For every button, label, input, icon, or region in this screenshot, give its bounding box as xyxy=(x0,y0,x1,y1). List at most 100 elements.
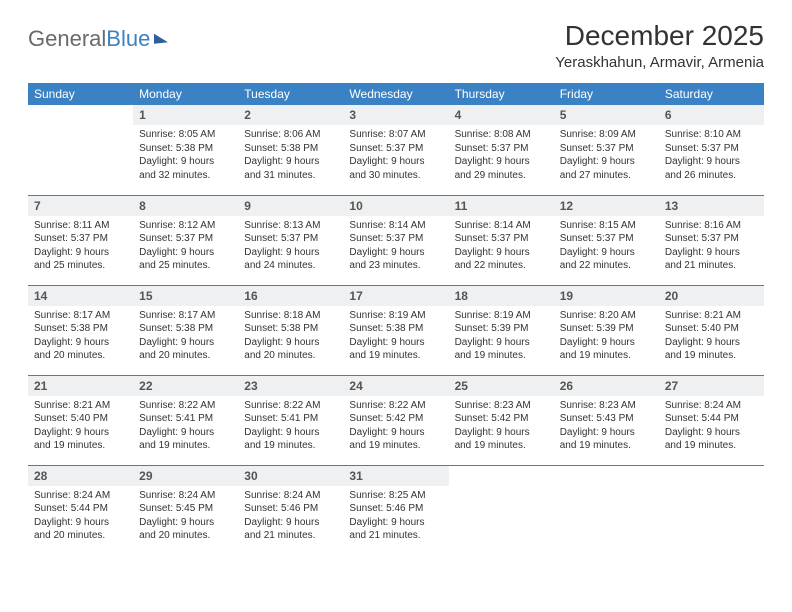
calendar-week-row: 1Sunrise: 8:05 AMSunset: 5:38 PMDaylight… xyxy=(28,105,764,195)
day-details: Sunrise: 8:16 AMSunset: 5:37 PMDaylight:… xyxy=(659,216,764,279)
day-number: 17 xyxy=(343,286,448,306)
day-details: Sunrise: 8:21 AMSunset: 5:40 PMDaylight:… xyxy=(28,396,133,459)
day-details: Sunrise: 8:22 AMSunset: 5:41 PMDaylight:… xyxy=(133,396,238,459)
calendar-cell: 28Sunrise: 8:24 AMSunset: 5:44 PMDayligh… xyxy=(28,465,133,555)
day-number: 19 xyxy=(554,286,659,306)
calendar-cell: 12Sunrise: 8:15 AMSunset: 5:37 PMDayligh… xyxy=(554,195,659,285)
calendar-cell: 13Sunrise: 8:16 AMSunset: 5:37 PMDayligh… xyxy=(659,195,764,285)
day-details: Sunrise: 8:13 AMSunset: 5:37 PMDaylight:… xyxy=(238,216,343,279)
day-number: 6 xyxy=(659,105,764,125)
day-number: 16 xyxy=(238,286,343,306)
day-details: Sunrise: 8:05 AMSunset: 5:38 PMDaylight:… xyxy=(133,125,238,188)
day-number: 30 xyxy=(238,466,343,486)
calendar-cell: 19Sunrise: 8:20 AMSunset: 5:39 PMDayligh… xyxy=(554,285,659,375)
calendar-cell: 26Sunrise: 8:23 AMSunset: 5:43 PMDayligh… xyxy=(554,375,659,465)
day-number: 9 xyxy=(238,196,343,216)
day-details: Sunrise: 8:21 AMSunset: 5:40 PMDaylight:… xyxy=(659,306,764,369)
day-number: 21 xyxy=(28,376,133,396)
day-number: 12 xyxy=(554,196,659,216)
calendar-cell: 1Sunrise: 8:05 AMSunset: 5:38 PMDaylight… xyxy=(133,105,238,195)
day-header: Saturday xyxy=(659,83,764,105)
day-number: 29 xyxy=(133,466,238,486)
day-number: 2 xyxy=(238,105,343,125)
day-number: 31 xyxy=(343,466,448,486)
calendar-cell xyxy=(659,465,764,555)
day-header: Wednesday xyxy=(343,83,448,105)
day-details: Sunrise: 8:24 AMSunset: 5:44 PMDaylight:… xyxy=(28,486,133,549)
calendar-header-row: SundayMondayTuesdayWednesdayThursdayFrid… xyxy=(28,83,764,105)
calendar-cell xyxy=(28,105,133,195)
calendar-week-row: 21Sunrise: 8:21 AMSunset: 5:40 PMDayligh… xyxy=(28,375,764,465)
day-details: Sunrise: 8:14 AMSunset: 5:37 PMDaylight:… xyxy=(343,216,448,279)
calendar-cell xyxy=(554,465,659,555)
logo-word2: Blue xyxy=(106,26,150,51)
calendar-cell: 7Sunrise: 8:11 AMSunset: 5:37 PMDaylight… xyxy=(28,195,133,285)
day-details: Sunrise: 8:14 AMSunset: 5:37 PMDaylight:… xyxy=(449,216,554,279)
day-details: Sunrise: 8:23 AMSunset: 5:42 PMDaylight:… xyxy=(449,396,554,459)
calendar-cell: 15Sunrise: 8:17 AMSunset: 5:38 PMDayligh… xyxy=(133,285,238,375)
triangle-icon xyxy=(154,32,168,43)
page-title: December 2025 xyxy=(555,20,764,52)
day-number: 8 xyxy=(133,196,238,216)
day-number: 26 xyxy=(554,376,659,396)
day-details: Sunrise: 8:08 AMSunset: 5:37 PMDaylight:… xyxy=(449,125,554,188)
logo-text: GeneralBlue xyxy=(28,26,150,52)
calendar-cell: 23Sunrise: 8:22 AMSunset: 5:41 PMDayligh… xyxy=(238,375,343,465)
day-number: 1 xyxy=(133,105,238,125)
day-number: 10 xyxy=(343,196,448,216)
day-details: Sunrise: 8:22 AMSunset: 5:42 PMDaylight:… xyxy=(343,396,448,459)
calendar-cell: 25Sunrise: 8:23 AMSunset: 5:42 PMDayligh… xyxy=(449,375,554,465)
day-header: Tuesday xyxy=(238,83,343,105)
day-number: 7 xyxy=(28,196,133,216)
day-details: Sunrise: 8:09 AMSunset: 5:37 PMDaylight:… xyxy=(554,125,659,188)
day-details: Sunrise: 8:22 AMSunset: 5:41 PMDaylight:… xyxy=(238,396,343,459)
day-details: Sunrise: 8:20 AMSunset: 5:39 PMDaylight:… xyxy=(554,306,659,369)
calendar-cell: 11Sunrise: 8:14 AMSunset: 5:37 PMDayligh… xyxy=(449,195,554,285)
calendar-cell: 18Sunrise: 8:19 AMSunset: 5:39 PMDayligh… xyxy=(449,285,554,375)
calendar-cell: 24Sunrise: 8:22 AMSunset: 5:42 PMDayligh… xyxy=(343,375,448,465)
calendar-cell: 27Sunrise: 8:24 AMSunset: 5:44 PMDayligh… xyxy=(659,375,764,465)
day-number: 13 xyxy=(659,196,764,216)
day-number: 25 xyxy=(449,376,554,396)
day-details: Sunrise: 8:18 AMSunset: 5:38 PMDaylight:… xyxy=(238,306,343,369)
day-number: 24 xyxy=(343,376,448,396)
day-number: 4 xyxy=(449,105,554,125)
calendar-cell: 8Sunrise: 8:12 AMSunset: 5:37 PMDaylight… xyxy=(133,195,238,285)
calendar-cell: 17Sunrise: 8:19 AMSunset: 5:38 PMDayligh… xyxy=(343,285,448,375)
day-number: 20 xyxy=(659,286,764,306)
calendar-body: 1Sunrise: 8:05 AMSunset: 5:38 PMDaylight… xyxy=(28,105,764,555)
calendar-cell: 3Sunrise: 8:07 AMSunset: 5:37 PMDaylight… xyxy=(343,105,448,195)
calendar-cell: 21Sunrise: 8:21 AMSunset: 5:40 PMDayligh… xyxy=(28,375,133,465)
day-details: Sunrise: 8:24 AMSunset: 5:44 PMDaylight:… xyxy=(659,396,764,459)
day-number: 22 xyxy=(133,376,238,396)
day-header: Monday xyxy=(133,83,238,105)
calendar-table: SundayMondayTuesdayWednesdayThursdayFrid… xyxy=(28,83,764,555)
day-details: Sunrise: 8:17 AMSunset: 5:38 PMDaylight:… xyxy=(133,306,238,369)
calendar-cell: 5Sunrise: 8:09 AMSunset: 5:37 PMDaylight… xyxy=(554,105,659,195)
day-header: Friday xyxy=(554,83,659,105)
day-details: Sunrise: 8:19 AMSunset: 5:38 PMDaylight:… xyxy=(343,306,448,369)
calendar-cell: 30Sunrise: 8:24 AMSunset: 5:46 PMDayligh… xyxy=(238,465,343,555)
day-header: Sunday xyxy=(28,83,133,105)
calendar-cell xyxy=(449,465,554,555)
calendar-week-row: 7Sunrise: 8:11 AMSunset: 5:37 PMDaylight… xyxy=(28,195,764,285)
day-number: 5 xyxy=(554,105,659,125)
day-number: 18 xyxy=(449,286,554,306)
calendar-cell: 29Sunrise: 8:24 AMSunset: 5:45 PMDayligh… xyxy=(133,465,238,555)
day-header: Thursday xyxy=(449,83,554,105)
calendar-week-row: 14Sunrise: 8:17 AMSunset: 5:38 PMDayligh… xyxy=(28,285,764,375)
title-block: December 2025 Yeraskhahun, Armavir, Arme… xyxy=(555,20,764,71)
day-number: 11 xyxy=(449,196,554,216)
calendar-cell: 9Sunrise: 8:13 AMSunset: 5:37 PMDaylight… xyxy=(238,195,343,285)
calendar-cell: 10Sunrise: 8:14 AMSunset: 5:37 PMDayligh… xyxy=(343,195,448,285)
page-subtitle: Yeraskhahun, Armavir, Armenia xyxy=(555,54,764,71)
day-details: Sunrise: 8:06 AMSunset: 5:38 PMDaylight:… xyxy=(238,125,343,188)
day-number: 23 xyxy=(238,376,343,396)
day-details: Sunrise: 8:10 AMSunset: 5:37 PMDaylight:… xyxy=(659,125,764,188)
calendar-cell: 22Sunrise: 8:22 AMSunset: 5:41 PMDayligh… xyxy=(133,375,238,465)
day-number: 14 xyxy=(28,286,133,306)
day-number: 3 xyxy=(343,105,448,125)
day-number: 28 xyxy=(28,466,133,486)
logo-word1: General xyxy=(28,26,106,51)
logo: GeneralBlue xyxy=(28,20,168,52)
